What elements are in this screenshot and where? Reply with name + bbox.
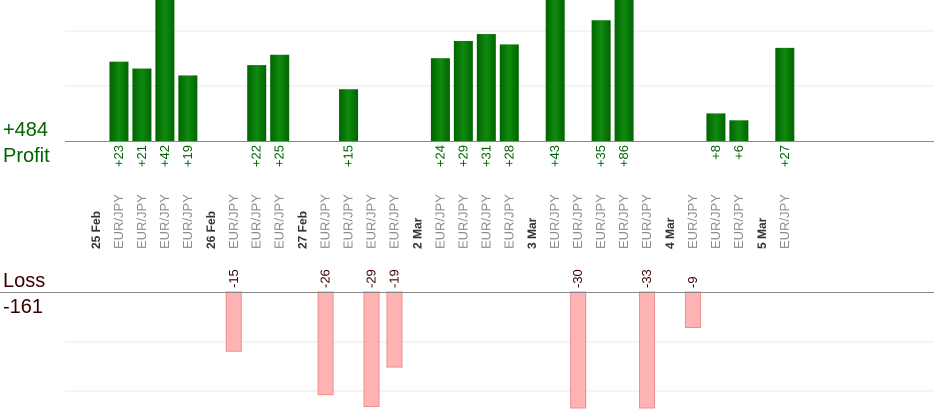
loss-value-label: -30 bbox=[570, 269, 585, 288]
profit-bar bbox=[476, 34, 496, 141]
profit-value-label: +86 bbox=[616, 145, 631, 167]
profit-value-label: +24 bbox=[432, 145, 447, 167]
pair-label: EUR/JPY bbox=[386, 194, 401, 249]
pair-label: EUR/JPY bbox=[616, 194, 631, 249]
pair-label: EUR/JPY bbox=[341, 194, 356, 249]
profit-value-label: +28 bbox=[501, 145, 516, 167]
loss-total: -161 bbox=[3, 296, 44, 318]
profit-bar bbox=[339, 89, 359, 141]
profit-bar bbox=[453, 40, 473, 142]
pair-label: EUR/JPY bbox=[226, 194, 241, 249]
pair-label: EUR/JPY bbox=[685, 194, 700, 249]
profit-bar bbox=[591, 20, 611, 141]
pair-label: EUR/JPY bbox=[708, 194, 723, 249]
profit-bar bbox=[155, 0, 175, 141]
pair-label: EUR/JPY bbox=[364, 194, 379, 249]
pair-label: EUR/JPY bbox=[501, 194, 516, 249]
pair-label: EUR/JPY bbox=[455, 194, 470, 249]
profit-bar bbox=[499, 44, 519, 141]
profit-bar bbox=[178, 75, 198, 141]
profit-value-label: +6 bbox=[731, 145, 746, 160]
date-label: 27 Feb bbox=[296, 211, 310, 249]
pair-label: EUR/JPY bbox=[478, 194, 493, 249]
date-label: 26 Feb bbox=[204, 211, 218, 249]
loss-bar bbox=[225, 291, 242, 352]
pair-label: EUR/JPY bbox=[157, 194, 172, 249]
loss-value-label: -26 bbox=[318, 269, 333, 288]
pair-label: EUR/JPY bbox=[249, 194, 264, 249]
profit-value-label: +23 bbox=[111, 145, 126, 167]
profit-total: +484 bbox=[3, 119, 49, 141]
loss-bar bbox=[317, 291, 334, 396]
profit-value-label: +35 bbox=[593, 145, 608, 167]
pair-label: EUR/JPY bbox=[432, 194, 447, 249]
profit-bar bbox=[132, 68, 152, 141]
pair-label: EUR/JPY bbox=[318, 194, 333, 249]
pair-label: EUR/JPY bbox=[639, 194, 654, 249]
profit-value-label: +21 bbox=[134, 145, 149, 167]
pair-label: EUR/JPY bbox=[111, 194, 126, 249]
loss-value-label: -15 bbox=[226, 269, 241, 288]
date-label: 3 Mar bbox=[525, 217, 539, 249]
profit-value-label: +31 bbox=[478, 145, 493, 167]
loss-value-label: -29 bbox=[364, 269, 379, 288]
pair-label: EUR/JPY bbox=[570, 194, 585, 249]
profit-bar bbox=[614, 0, 634, 141]
loss-bar bbox=[363, 291, 380, 408]
loss-bar bbox=[684, 291, 701, 329]
profit-bar bbox=[545, 0, 565, 141]
pair-label: EUR/JPY bbox=[777, 194, 792, 249]
profit-value-label: +27 bbox=[777, 145, 792, 167]
loss-bar bbox=[570, 291, 587, 409]
profit-bar bbox=[775, 47, 795, 141]
profit-value-label: +22 bbox=[249, 145, 264, 167]
profit-value-label: +42 bbox=[157, 145, 172, 167]
profit-value-label: +29 bbox=[455, 145, 470, 167]
pair-label: EUR/JPY bbox=[593, 194, 608, 249]
profit-bar bbox=[109, 61, 129, 141]
date-label: 5 Mar bbox=[755, 217, 769, 249]
pair-label: EUR/JPY bbox=[547, 194, 562, 249]
profit-value-label: +15 bbox=[341, 145, 356, 167]
profit-bar bbox=[247, 65, 267, 141]
profit-bar bbox=[729, 120, 749, 141]
loss-value-label: -9 bbox=[685, 276, 700, 288]
pair-label: EUR/JPY bbox=[134, 194, 149, 249]
date-label: 4 Mar bbox=[663, 217, 677, 249]
loss-bar bbox=[639, 291, 656, 409]
loss-value-label: -19 bbox=[386, 269, 401, 288]
date-label: 25 Feb bbox=[89, 211, 103, 249]
profit-value-label: +43 bbox=[547, 145, 562, 167]
date-label: 2 Mar bbox=[410, 217, 424, 249]
loss-label: Loss bbox=[3, 270, 46, 292]
pair-label: EUR/JPY bbox=[731, 194, 746, 249]
profit-bar bbox=[270, 54, 290, 141]
loss-value-label: -33 bbox=[639, 269, 654, 288]
profit-value-label: +19 bbox=[180, 145, 195, 167]
profit-value-label: +8 bbox=[708, 145, 723, 160]
loss-bar bbox=[386, 291, 403, 368]
profit-label: Profit bbox=[3, 145, 50, 167]
profit-bar bbox=[430, 58, 450, 142]
profit-bar bbox=[706, 113, 726, 141]
pair-label: EUR/JPY bbox=[180, 194, 195, 249]
profit-value-label: +25 bbox=[272, 145, 287, 167]
pair-label: EUR/JPY bbox=[272, 194, 287, 249]
